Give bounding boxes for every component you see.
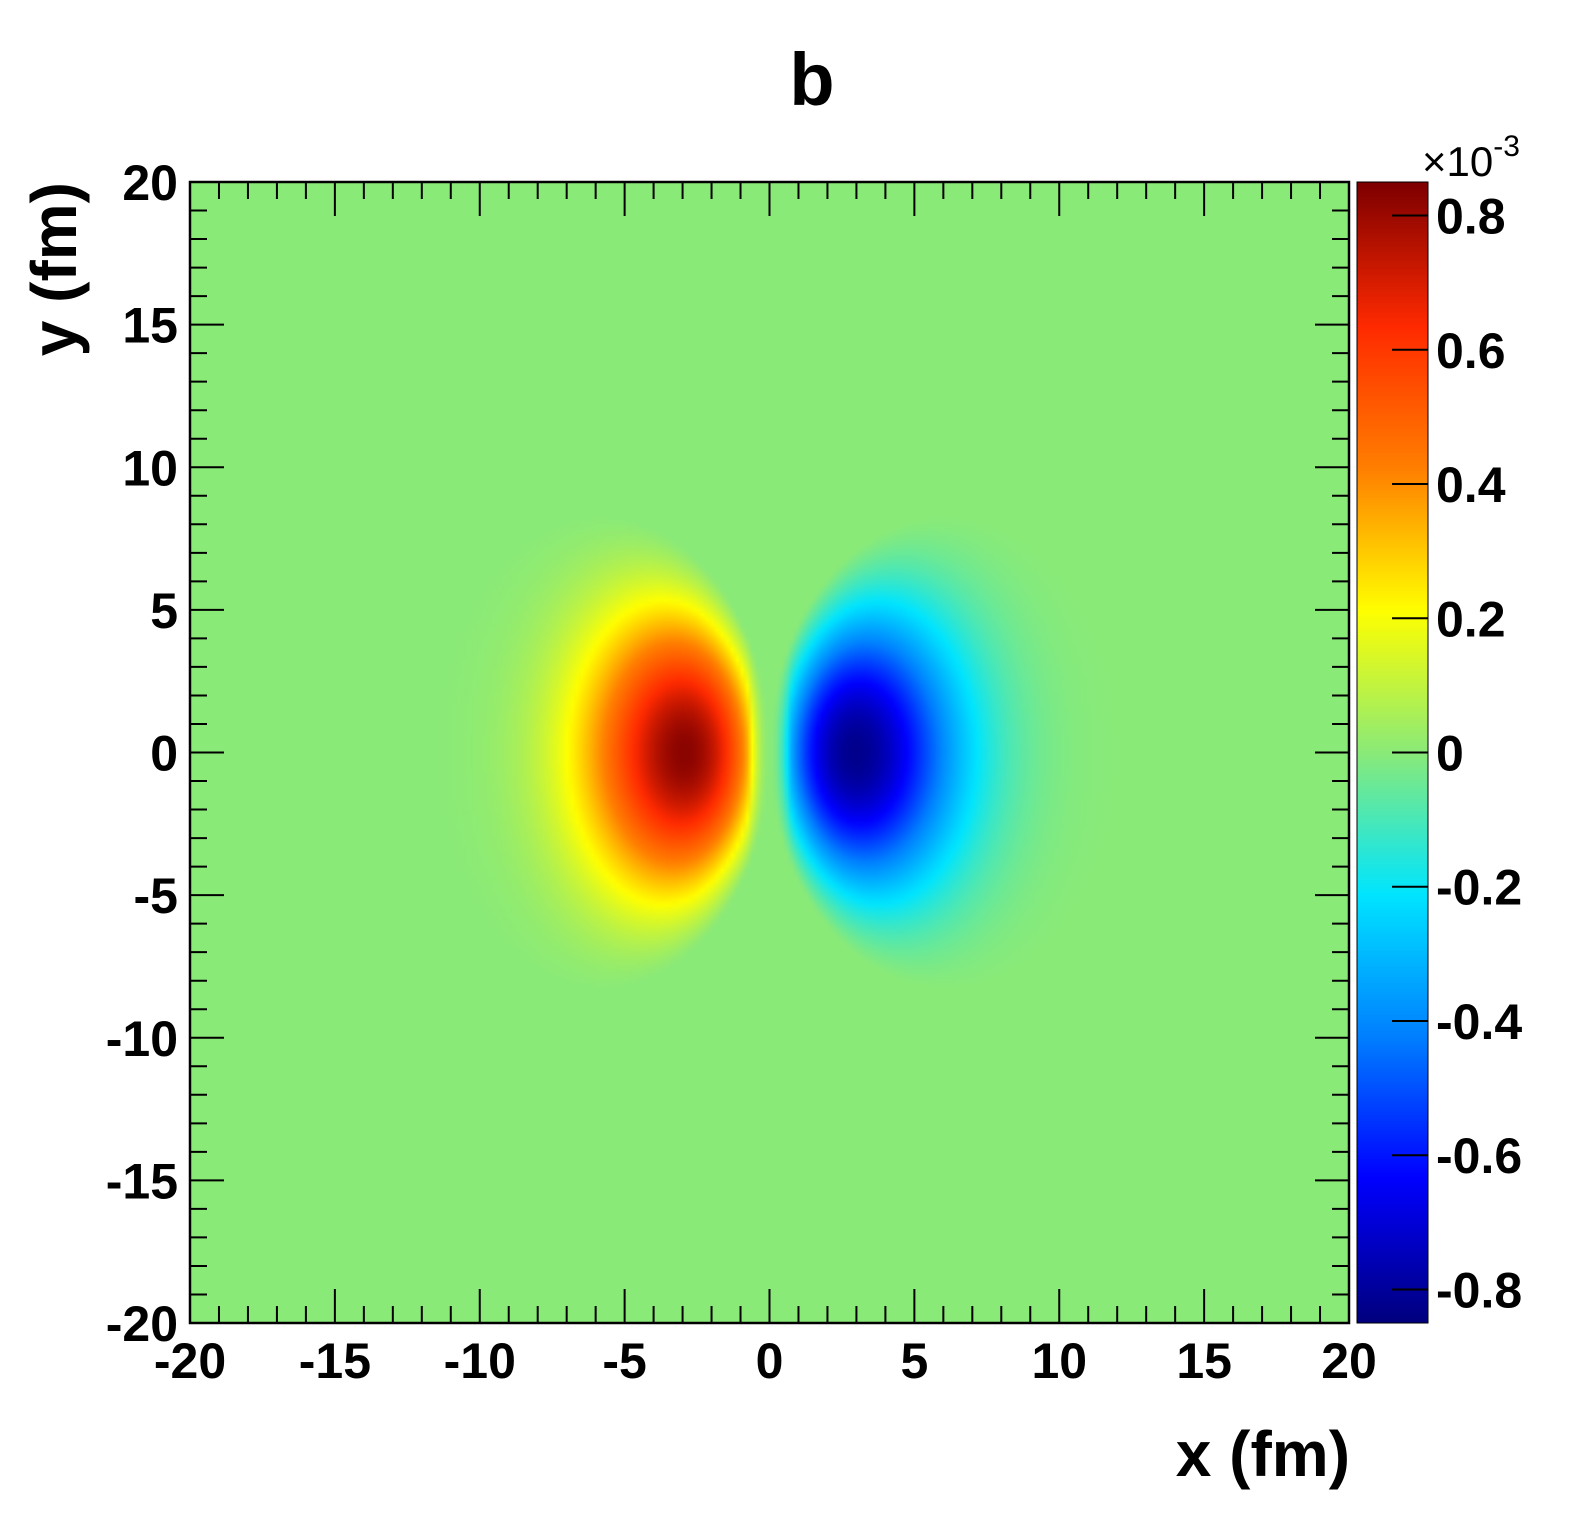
x-tick-label: 0 (756, 1333, 784, 1389)
x-axis-label: x (fm) (1176, 1418, 1350, 1490)
colorbar-ticks (1392, 214, 1428, 1291)
heatmap-image (190, 182, 1349, 1323)
y-tick-label: 5 (150, 583, 178, 639)
x-tick-label: 5 (900, 1333, 928, 1389)
y-tick-label: -10 (106, 1011, 178, 1067)
colorbar-multiplier: ×10-3 (1422, 130, 1520, 185)
y-tick-label: -5 (134, 868, 178, 924)
y-tick-label: 15 (122, 298, 178, 354)
x-axis-ticks (189, 182, 1350, 1323)
chart-title: b (789, 38, 834, 121)
x-tick-label: -20 (154, 1333, 226, 1389)
colorbar-tick-label: 0.4 (1436, 457, 1506, 513)
colorbar-tick-label: 0 (1436, 726, 1464, 782)
y-axis-ticks (190, 181, 1349, 1324)
y-tick-label: -15 (106, 1153, 178, 1209)
x-tick-label: 15 (1176, 1333, 1232, 1389)
colorbar-multiplier-base: ×10 (1422, 138, 1493, 185)
colorbar-tick-label: -0.6 (1436, 1128, 1522, 1184)
y-axis-label: y (fm) (18, 182, 90, 356)
colorbar-tick-label: -0.2 (1436, 860, 1522, 916)
x-tick-label: 10 (1031, 1333, 1087, 1389)
y-tick-label: -20 (106, 1296, 178, 1352)
colorbar-tick-label: 0.2 (1436, 591, 1506, 647)
colorbar-multiplier-exponent: -3 (1493, 130, 1520, 163)
x-tick-label: 20 (1321, 1333, 1377, 1389)
colorbar-tick-label: 0.8 (1436, 189, 1506, 245)
x-axis-tick-labels: -20 -15 -10 -5 0 5 10 15 20 (154, 1333, 1377, 1389)
x-tick-label: -15 (299, 1333, 371, 1389)
y-tick-label: 0 (150, 726, 178, 782)
y-tick-label: 10 (122, 440, 178, 496)
colorbar-tick-label: -0.4 (1436, 994, 1522, 1050)
colorbar-tick-label: -0.8 (1436, 1262, 1522, 1318)
colorbar-tick-labels: 0.8 0.6 0.4 0.2 0 -0.2 -0.4 -0.6 -0.8 (1436, 189, 1522, 1319)
colorbar-tick-label: 0.6 (1436, 323, 1506, 379)
y-axis-tick-labels: -20 -15 -10 -5 0 5 10 15 20 (106, 155, 178, 1352)
y-tick-label: 20 (122, 155, 178, 211)
x-tick-label: -5 (602, 1333, 646, 1389)
x-tick-label: -10 (444, 1333, 516, 1389)
